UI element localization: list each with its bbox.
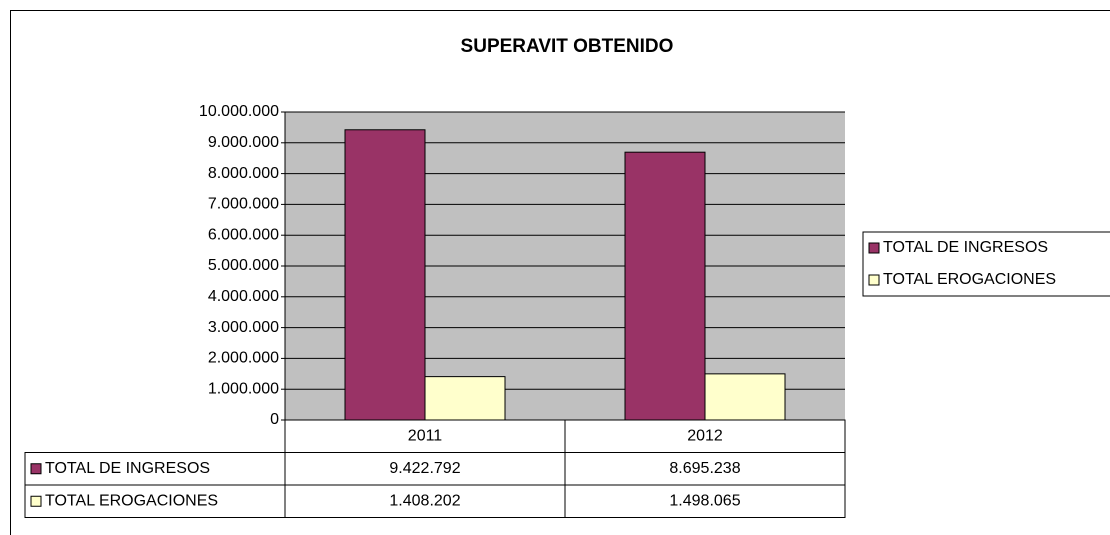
table-legend-swatch [30,495,42,507]
legend-swatch [868,274,880,286]
data-table-value: 1.498.065 [669,492,740,509]
bar [344,129,426,421]
y-tick-label: 5.000.000 [208,257,279,274]
table-row-label: TOTAL DE INGRESOS [45,460,210,477]
legend-swatch [868,242,880,254]
data-table-value: 1.408.202 [389,492,460,509]
chart-title: SUPERAVIT OBTENIDO [461,36,674,57]
bar [704,373,786,421]
y-tick-label: 0 [270,411,279,428]
legend-label: TOTAL EROGACIONES [883,271,1056,288]
table-legend-swatch [30,463,42,475]
x-tick-label: 2011 [408,427,443,444]
y-tick-label: 6.000.000 [208,226,279,243]
y-tick-label: 8.000.000 [208,165,279,182]
y-tick-label: 10.000.000 [199,103,279,120]
bar [424,376,506,421]
table-row-label: TOTAL EROGACIONES [45,492,218,509]
y-tick-label: 3.000.000 [208,319,279,336]
chart-border [10,10,1110,535]
y-tick-label: 2.000.000 [208,350,279,367]
y-tick-label: 1.000.000 [208,380,279,397]
data-table-value: 9.422.792 [389,460,460,477]
legend-box [862,231,1110,297]
data-table-value: 8.695.238 [669,460,740,477]
y-tick-label: 9.000.000 [208,134,279,151]
y-tick-label: 4.000.000 [208,288,279,305]
y-tick-label: 7.000.000 [208,196,279,213]
legend-label: TOTAL DE INGRESOS [883,239,1048,256]
bar [624,151,706,421]
x-tick-label: 2012 [687,427,723,444]
